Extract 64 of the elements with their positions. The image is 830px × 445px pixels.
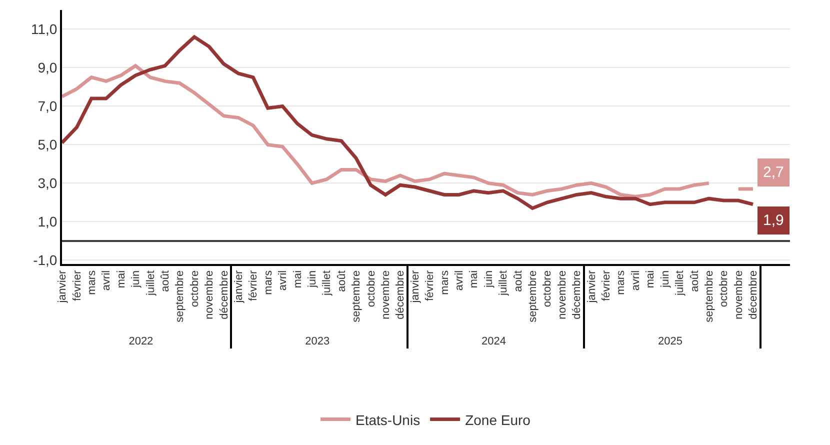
x-tick-label: mars xyxy=(438,270,451,295)
x-tick-label: juillet xyxy=(674,270,686,296)
text: 2022 xyxy=(128,336,154,348)
x-tick-label: février xyxy=(248,270,260,301)
x-tick-label: mars xyxy=(262,270,274,295)
x-tick-label: octobre xyxy=(188,270,201,308)
y-tick-label: 9,0 xyxy=(38,60,58,76)
x-tick-label: novembre xyxy=(204,270,216,320)
x-tick-label: avril xyxy=(454,270,466,291)
data-label: 1,9 xyxy=(763,212,784,229)
x-tick-label: février xyxy=(71,270,84,301)
x-tick-label: octobre xyxy=(365,270,378,308)
legend-label: Etats-Unis xyxy=(356,412,420,428)
line-series xyxy=(62,35,755,210)
x-tick-label: août xyxy=(159,270,172,292)
x-tick-label: septembre xyxy=(703,270,716,322)
x-tick-label: décembre xyxy=(748,270,760,320)
x-tick-label: juillet xyxy=(144,270,157,296)
legend-label: Zone Euro xyxy=(465,412,531,428)
x-tick-label: novembre xyxy=(380,270,392,320)
y-tick-label: 3,0 xyxy=(38,175,58,192)
x-tick-label: juillet xyxy=(498,270,510,296)
x-tick-label: juin xyxy=(130,270,142,289)
x-tick-label: août xyxy=(336,270,348,292)
x-tick-label: octobre xyxy=(542,270,554,308)
x-tick-label: septembre xyxy=(527,270,540,322)
x-tick-label: mars xyxy=(615,270,628,295)
x-tick-label: juin xyxy=(306,270,319,289)
x-tick-label: avril xyxy=(100,270,113,291)
x-tick-label: octobre xyxy=(718,270,730,308)
x-tick-label: janvier xyxy=(586,270,598,304)
x-tick-label: novembre xyxy=(732,270,745,320)
x-tick-label: juin xyxy=(482,270,495,289)
x-tick-label: décembre xyxy=(218,270,230,320)
data-label: 2,7 xyxy=(763,164,784,181)
y-tick-label: 1,0 xyxy=(38,214,58,230)
y-tick-label: 5,0 xyxy=(38,136,58,153)
x-tick-label: mai xyxy=(644,270,657,288)
x-tick-label: avril xyxy=(630,270,642,291)
x-tick-label: décembre xyxy=(394,270,407,320)
x-tick-label: novembre xyxy=(556,270,568,320)
text: 2023 xyxy=(305,336,330,348)
x-tick-label: mai xyxy=(115,270,128,288)
y-tick-label: -1,0 xyxy=(33,252,58,268)
x-tick-label: janvier xyxy=(56,270,69,304)
x-tick-label: juin xyxy=(659,270,672,289)
x-tick-label: décembre xyxy=(571,270,584,320)
x-tick-label: janvier xyxy=(233,270,246,304)
x-tick-label: août xyxy=(688,270,701,292)
x-tick-label: août xyxy=(512,270,524,292)
y-tick-label: 7,0 xyxy=(38,98,58,114)
x-tick-label: janvier xyxy=(409,270,422,304)
text: 2024 xyxy=(482,336,506,348)
x-tick-label: juillet xyxy=(321,270,334,296)
y-tick-label: 11,0 xyxy=(30,21,58,38)
x-tick-label: février xyxy=(424,270,436,301)
x-tick-label: février xyxy=(600,270,613,301)
x-tick-label: mai xyxy=(468,270,480,288)
x-tick-label: septembre xyxy=(174,270,186,322)
x-tick-label: mai xyxy=(292,270,304,288)
text: 2025 xyxy=(658,336,682,348)
x-tick-label: avril xyxy=(277,270,290,291)
x-tick-label: septembre xyxy=(350,270,363,322)
x-tick-label: mars xyxy=(86,270,98,295)
